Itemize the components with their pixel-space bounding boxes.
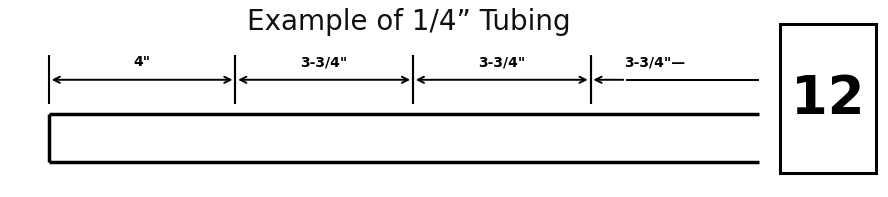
Text: Example of 1/4” Tubing: Example of 1/4” Tubing [247,8,570,36]
Text: 12: 12 [791,72,864,125]
Text: 3-3/4": 3-3/4" [478,55,526,69]
Bar [780,24,876,173]
Text: 4": 4" [133,55,151,69]
Text: 3-3/4"—: 3-3/4"— [624,55,686,69]
Text: 3-3/4": 3-3/4" [300,55,348,69]
